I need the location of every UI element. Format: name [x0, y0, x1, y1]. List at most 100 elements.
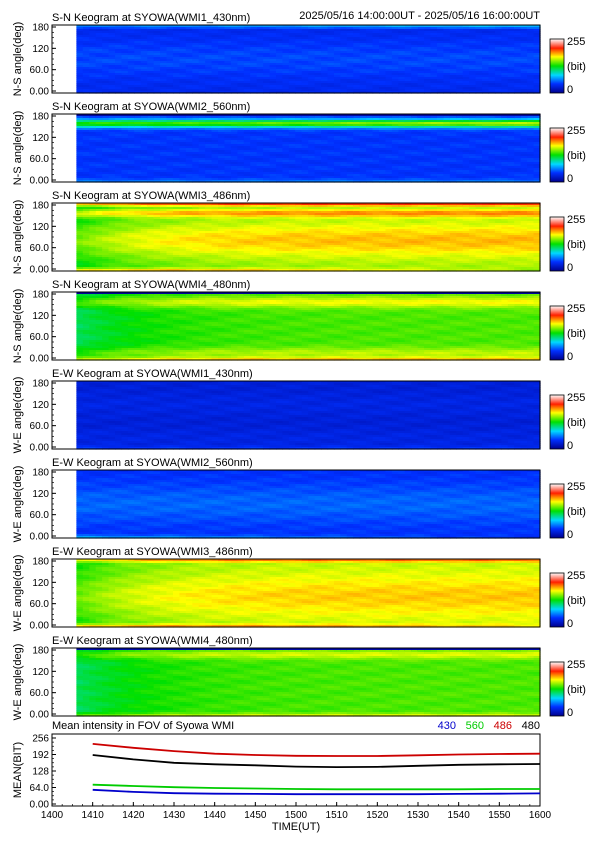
y-tick-label: 120 — [32, 222, 49, 233]
y-tick-label: 180 — [32, 290, 49, 301]
y-tick-label: 256 — [32, 734, 49, 745]
y-tick-label: 180 — [32, 379, 49, 390]
keogram-title: S-N Keogram at SYOWA(WMI3_486nm) — [52, 190, 250, 202]
y-tick-label: 120 — [32, 400, 49, 411]
legend-entry: 486 — [494, 720, 512, 732]
keogram-title: S-N Keogram at SYOWA(WMI1_430nm) — [52, 12, 250, 24]
x-tick-label: 1530 — [407, 810, 430, 821]
y-tick-label: 180 — [32, 112, 49, 123]
colorbar-min-label: 0 — [567, 618, 573, 630]
y-axis-label: N-S angle(deg) — [12, 22, 24, 97]
colorbar-min-label: 0 — [567, 84, 573, 96]
colorbar-unit-label: (bit) — [567, 150, 586, 162]
colorbar: 255(bit)0 — [550, 36, 586, 96]
y-tick-label: 60.0 — [30, 599, 50, 610]
keogram-panel: E-W Keogram at SYOWA(WMI4_480nm)18012060… — [12, 635, 586, 721]
colorbar: 255(bit)0 — [550, 570, 586, 630]
y-tick-label: 120 — [32, 578, 49, 589]
x-tick-label: 1540 — [448, 810, 471, 821]
keogram-image — [76, 470, 540, 539]
y-tick-label: 0.00 — [30, 532, 50, 543]
colorbar-max-label: 255 — [567, 125, 585, 137]
keogram-panel: S-N Keogram at SYOWA(WMI2_560nm)180 120 60… — [12, 101, 586, 187]
keogram-panel: S-N Keogram at SYOWA(WMI4_480nm)180 120 60… — [12, 279, 586, 365]
colorbar: 255(bit)0 — [550, 659, 586, 719]
legend-entry: 430 — [438, 720, 456, 732]
y-tick-label: 120 — [32, 489, 49, 500]
keogram-title: S-N Keogram at SYOWA(WMI2_560nm) — [52, 101, 250, 113]
y-tick-label: 180 — [32, 646, 49, 657]
colorbar-min-label: 0 — [567, 351, 573, 363]
keogram-panel: E-W Keogram at SYOWA(WMI2_560nm)18012060… — [12, 457, 586, 543]
keogram-image — [76, 648, 540, 717]
x-tick-label: 1510 — [326, 810, 349, 821]
y-tick-label: 60.0 — [30, 688, 50, 699]
colorbar-unit-label: (bit) — [567, 61, 586, 73]
colorbar-max-label: 255 — [567, 214, 585, 226]
y-tick-label: 120 — [32, 133, 49, 144]
keogram-panel: E-W Keogram at SYOWA(WMI1_430nm)180 120 60… — [12, 368, 586, 454]
time-range-label: 2025/05/16 14:00:00UT - 2025/05/16 16:00… — [299, 10, 540, 22]
y-tick-label: 0.00 — [30, 621, 50, 632]
x-tick-label: 1440 — [204, 810, 227, 821]
chart-frame — [52, 734, 540, 806]
y-tick-label: 180 — [32, 557, 49, 568]
y-axis-label: N-S angle(deg) — [12, 111, 24, 186]
y-axis-label: W-E angle(deg) — [12, 466, 24, 543]
y-tick-label: 180 — [32, 23, 49, 34]
keogram-image — [76, 292, 540, 361]
x-tick-label: 1430 — [163, 810, 186, 821]
y-axis-label: N-S angle(deg) — [12, 200, 24, 275]
colorbar-min-label: 0 — [567, 173, 573, 185]
keogram-image — [76, 381, 540, 450]
keogram-image — [76, 25, 540, 94]
x-tick-label: 1450 — [244, 810, 267, 821]
y-axis-label: N-S angle(deg) — [12, 289, 24, 364]
y-tick-label: 0.00 — [30, 800, 50, 811]
y-tick-label: 120 — [32, 667, 49, 678]
x-tick-label: 1410 — [82, 810, 105, 821]
legend-entry: 480 — [522, 720, 540, 732]
colorbar-min-label: 0 — [567, 440, 573, 452]
keogram-title: E-W Keogram at SYOWA(WMI3_486nm) — [52, 546, 253, 558]
x-tick-label: 1600 — [529, 810, 552, 821]
y-axis-label: W-E angle(deg) — [12, 377, 24, 454]
keogram-image — [76, 559, 540, 628]
y-axis-label: MEAN(BIT) — [12, 742, 24, 798]
y-tick-label: 60.0 — [30, 243, 50, 254]
y-tick-label: 60.0 — [30, 154, 50, 165]
colorbar-unit-label: (bit) — [567, 239, 586, 251]
y-tick-label: 60.0 — [30, 421, 50, 432]
colorbar: 255 (bit) 0 — [550, 214, 586, 274]
colorbar-min-label: 0 — [567, 529, 573, 541]
y-tick-label: 0.00 — [30, 354, 50, 365]
y-tick-label: 0.00 — [30, 176, 50, 187]
colorbar-max-label: 255 — [567, 659, 585, 671]
colorbar-unit-label: (bit) — [567, 684, 586, 696]
y-tick-label: 180 — [32, 468, 49, 479]
keogram-panels: S-N Keogram at SYOWA(WMI1_430nm)18012060… — [12, 12, 586, 721]
x-tick-label: 1500 — [285, 810, 308, 821]
legend-entry: 560 — [466, 720, 484, 732]
colorbar: 255(bit)0 — [550, 392, 586, 452]
colorbar: 255(bit)0 — [550, 481, 586, 541]
colorbar-max-label: 255 — [567, 392, 585, 404]
colorbar: 255(bit)0 — [550, 303, 586, 363]
keogram-title: E-W Keogram at SYOWA(WMI1_430nm) — [52, 368, 253, 380]
keogram-image — [76, 203, 540, 272]
y-tick-label: 120 — [32, 311, 49, 322]
y-tick-label: 180 — [32, 201, 49, 212]
colorbar-max-label: 255 — [567, 303, 585, 315]
y-tick-label: 0.00 — [30, 443, 50, 454]
x-tick-label: 1420 — [122, 810, 145, 821]
y-tick-label: 0.00 — [30, 265, 50, 276]
keogram-title: S-N Keogram at SYOWA(WMI4_480nm) — [52, 279, 250, 291]
y-tick-label: 60.0 — [30, 65, 50, 76]
colorbar-min-label: 0 — [567, 262, 573, 274]
y-tick-label: 60.0 — [30, 332, 50, 343]
colorbar: 255 (bit) 0 — [550, 125, 586, 185]
colorbar-unit-label: (bit) — [567, 595, 586, 607]
y-tick-label: 192 — [32, 750, 49, 761]
